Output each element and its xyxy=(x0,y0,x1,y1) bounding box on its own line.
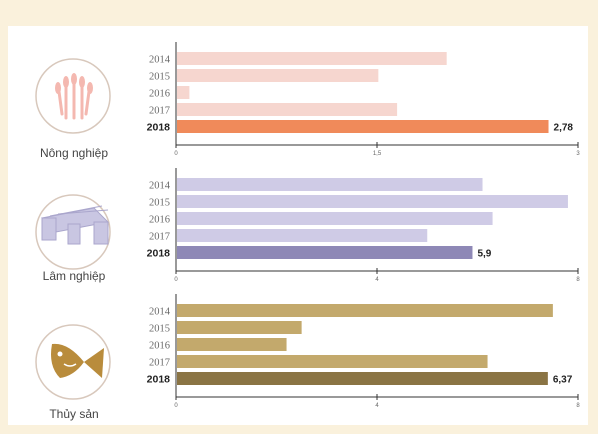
wood-pallet-icon xyxy=(35,194,111,270)
bar-2015 xyxy=(177,69,379,82)
bar-2018 xyxy=(177,120,549,133)
bar-2017 xyxy=(177,103,398,116)
year-label: 2018 xyxy=(147,374,171,386)
year-label: 2017 xyxy=(149,232,170,243)
bar-2018 xyxy=(177,372,548,385)
growth-bar-charts: Nông nghiệp Lâm nghiệp Thủy sản 2014 2015 xyxy=(35,42,580,421)
year-label: 2018 xyxy=(147,122,171,134)
year-label: 2015 xyxy=(149,324,170,335)
year-label: 2017 xyxy=(149,106,170,117)
bar-2016 xyxy=(177,212,493,225)
bar-2015 xyxy=(177,321,302,334)
year-label: 2014 xyxy=(149,181,171,192)
year-label: 2018 xyxy=(147,248,171,260)
year-label: 2014 xyxy=(149,307,171,318)
bar-2014 xyxy=(177,304,553,317)
bar-2018 xyxy=(177,246,473,259)
bar-2016 xyxy=(177,86,190,99)
value-label: 5,9 xyxy=(477,249,491,260)
bar-2017 xyxy=(177,355,488,368)
year-label: 2015 xyxy=(149,72,170,83)
bar-2016 xyxy=(177,338,287,351)
sector-label-lam-nghiep: Lâm nghiệp xyxy=(43,269,106,283)
bar-2014 xyxy=(177,52,447,65)
x-tick-label: 0 xyxy=(174,403,178,409)
x-tick-label: 1,5 xyxy=(373,151,382,157)
x-tick-label: 8 xyxy=(576,277,580,283)
year-label: 2016 xyxy=(149,89,170,100)
sector-label-nong-nghiep: Nông nghiệp xyxy=(40,146,108,160)
x-tick-label: 4 xyxy=(375,277,379,283)
x-tick-label: 4 xyxy=(375,403,379,409)
bar-2017 xyxy=(177,229,428,242)
x-tick-label: 8 xyxy=(576,403,580,409)
value-label: 6,37 xyxy=(553,375,573,386)
year-label: 2016 xyxy=(149,341,170,352)
year-label: 2014 xyxy=(149,55,171,66)
chart-panel: Nông nghiệp Lâm nghiệp Thủy sản 2014 2015 xyxy=(8,26,588,425)
sector-label-thuy-san: Thủy sản xyxy=(49,407,98,421)
x-tick-label: 0 xyxy=(174,151,178,157)
year-label: 2017 xyxy=(149,358,170,369)
fish-icon xyxy=(35,324,111,400)
x-tick-label: 0 xyxy=(174,277,178,283)
x-tick-label: 3 xyxy=(576,151,580,157)
bar-2014 xyxy=(177,178,483,191)
year-label: 2016 xyxy=(149,215,170,226)
rice-stalks-icon xyxy=(35,58,111,134)
value-label: 2,78 xyxy=(554,123,574,134)
bar-2015 xyxy=(177,195,568,208)
year-label: 2015 xyxy=(149,198,170,209)
